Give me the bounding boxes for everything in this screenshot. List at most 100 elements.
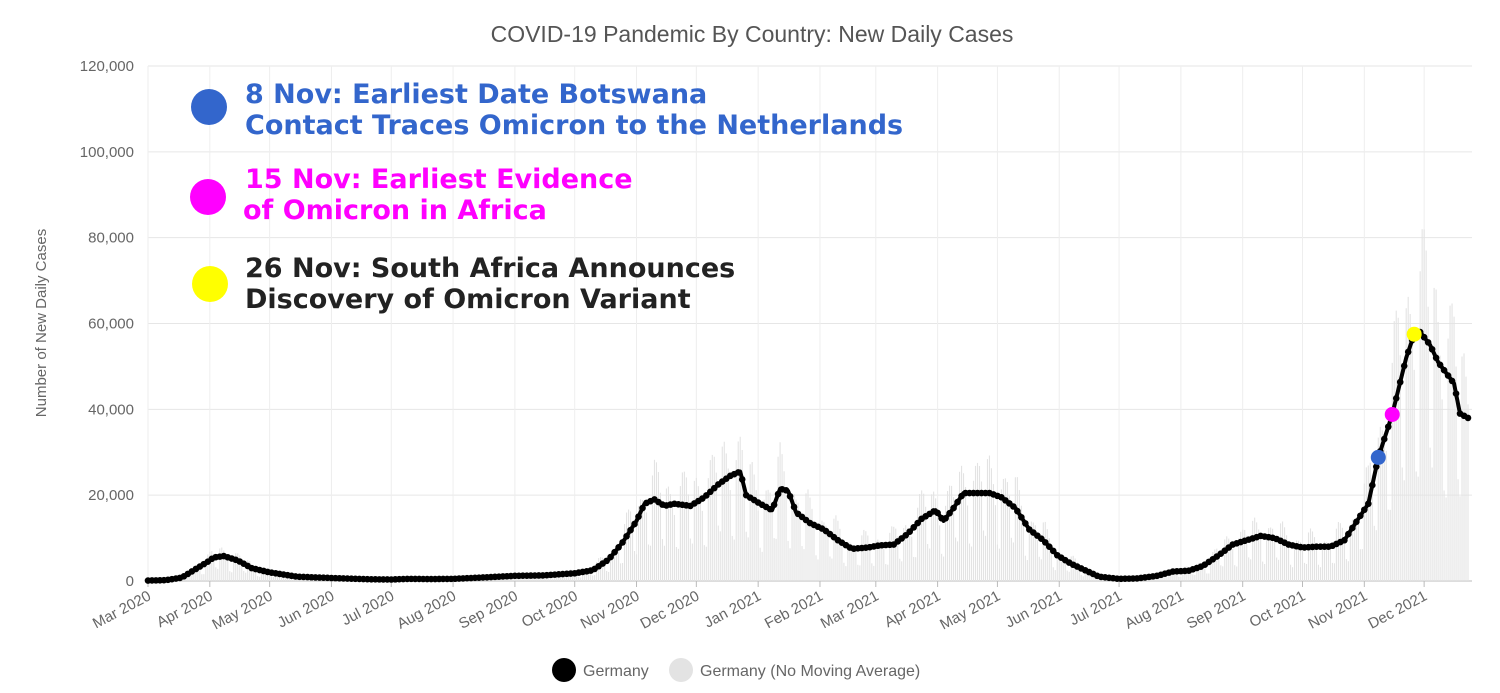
series-point xyxy=(942,515,949,522)
series-point xyxy=(1010,503,1017,510)
annotation-dot-yellow xyxy=(192,266,228,302)
series-point xyxy=(1448,377,1456,385)
series-point xyxy=(615,543,622,551)
y-axis: 0 20,000 40,000 60,000 80,000 100,000 120,000 xyxy=(80,58,134,590)
x-tick-label: Jun 2021 xyxy=(1003,588,1065,632)
legend-item-germany[interactable]: Germany xyxy=(552,658,649,682)
series-point xyxy=(1349,524,1356,532)
series-point xyxy=(1357,512,1364,520)
chart-title: COVID-19 Pandemic By Country: New Daily … xyxy=(491,21,1014,47)
series-point xyxy=(946,509,953,517)
y-tick-label: 20,000 xyxy=(88,487,134,504)
legend-marker-germany xyxy=(552,658,576,682)
series-point xyxy=(1345,530,1352,538)
annotation-dot-magenta xyxy=(190,179,226,215)
x-tick-label: Aug 2020 xyxy=(394,588,459,633)
series-point xyxy=(1400,362,1408,370)
x-tick-label: Sep 2021 xyxy=(1184,588,1249,633)
series-point xyxy=(1428,345,1436,353)
series-point xyxy=(906,528,913,535)
x-tick-label: Feb 2021 xyxy=(762,588,826,633)
x-tick-label: Jul 2021 xyxy=(1067,588,1125,630)
highlight-point xyxy=(1406,326,1422,342)
highlight-points xyxy=(1370,326,1422,465)
series-point xyxy=(914,519,921,527)
x-tick-label: Jul 2020 xyxy=(339,588,397,630)
series-point xyxy=(910,524,917,531)
annotation-south-africa: 26 Nov: South Africa Announces Discovery… xyxy=(192,253,735,315)
annotation-dot-blue xyxy=(191,89,227,125)
series-point xyxy=(1424,339,1432,346)
series-point xyxy=(1041,539,1049,546)
annotation-africa-line2: of Omicron in Africa xyxy=(243,195,547,226)
x-tick-label: Dec 2021 xyxy=(1365,588,1430,633)
series-point xyxy=(1018,513,1025,521)
x-tick-label: Nov 2020 xyxy=(578,588,643,633)
series-point xyxy=(1444,372,1452,379)
series-point xyxy=(1361,506,1368,514)
series-point xyxy=(1022,520,1029,527)
series-point xyxy=(611,548,618,556)
y-tick-label: 40,000 xyxy=(88,401,134,418)
series-point xyxy=(1045,543,1053,550)
series-point xyxy=(1432,354,1440,362)
series-point xyxy=(770,501,778,509)
series-point xyxy=(782,487,790,494)
series-markers-germany xyxy=(144,328,1472,584)
x-tick-label: Aug 2021 xyxy=(1122,588,1187,633)
series-point xyxy=(1014,507,1021,515)
series-point xyxy=(1353,518,1360,526)
series-point xyxy=(1440,366,1448,374)
x-tick-label: May 2020 xyxy=(209,588,275,634)
series-point xyxy=(1380,435,1388,443)
y-tick-label: 120,000 xyxy=(80,58,134,75)
y-axis-title: Number of New Daily Cases xyxy=(33,229,50,417)
annotation-africa-line1: 15 Nov: Earliest Evidence xyxy=(245,164,633,195)
series-point xyxy=(1392,394,1400,402)
x-tick-label: Apr 2021 xyxy=(882,588,944,632)
legend-label-germany-raw: Germany (No Moving Average) xyxy=(700,663,920,680)
y-tick-label: 100,000 xyxy=(80,144,134,161)
series-point xyxy=(1420,333,1428,341)
series-point xyxy=(1452,390,1460,397)
series-point xyxy=(734,469,742,476)
x-tick-label: Oct 2021 xyxy=(1247,588,1309,632)
series-point xyxy=(1464,414,1472,422)
series-point xyxy=(1369,481,1376,489)
legend-label-germany: Germany xyxy=(583,663,649,680)
annotation-south-africa-line1: 26 Nov: South Africa Announces xyxy=(245,253,735,284)
x-tick-label: Mar 2021 xyxy=(818,588,882,633)
series-point xyxy=(1365,500,1372,508)
annotation-africa: 15 Nov: Earliest Evidence of Omicron in … xyxy=(190,164,633,226)
x-tick-label: Jan 2021 xyxy=(702,588,764,632)
annotation-botswana-line2: Contact Traces Omicron to the Netherland… xyxy=(245,110,903,141)
series-point xyxy=(635,513,642,520)
highlight-point xyxy=(1384,406,1400,422)
series-point xyxy=(1404,348,1412,356)
series-point xyxy=(1372,463,1380,470)
annotation-south-africa-line2: Discovery of Omicron Variant xyxy=(245,284,691,315)
series-point xyxy=(738,476,746,483)
series-point xyxy=(774,490,782,498)
series-point xyxy=(950,504,957,512)
series-point xyxy=(631,520,638,528)
series-point xyxy=(790,503,798,511)
annotation-botswana: 8 Nov: Earliest Date Botswana Contact Tr… xyxy=(191,79,903,141)
legend-item-germany-raw[interactable]: Germany (No Moving Average) xyxy=(669,658,920,682)
series-point xyxy=(1436,361,1444,369)
series-point xyxy=(1049,547,1057,555)
series-point xyxy=(1396,378,1404,386)
series-point xyxy=(786,492,794,500)
x-tick-label: Apr 2020 xyxy=(154,588,216,632)
highlight-point xyxy=(1370,449,1386,465)
y-tick-label: 0 xyxy=(126,573,134,590)
y-tick-label: 80,000 xyxy=(88,230,134,247)
series-point xyxy=(1384,423,1392,431)
x-tick-label: Oct 2020 xyxy=(519,588,581,632)
series-point xyxy=(639,504,646,512)
legend: Germany Germany (No Moving Average) xyxy=(552,658,920,682)
series-point xyxy=(607,553,614,561)
series-point xyxy=(766,505,774,513)
